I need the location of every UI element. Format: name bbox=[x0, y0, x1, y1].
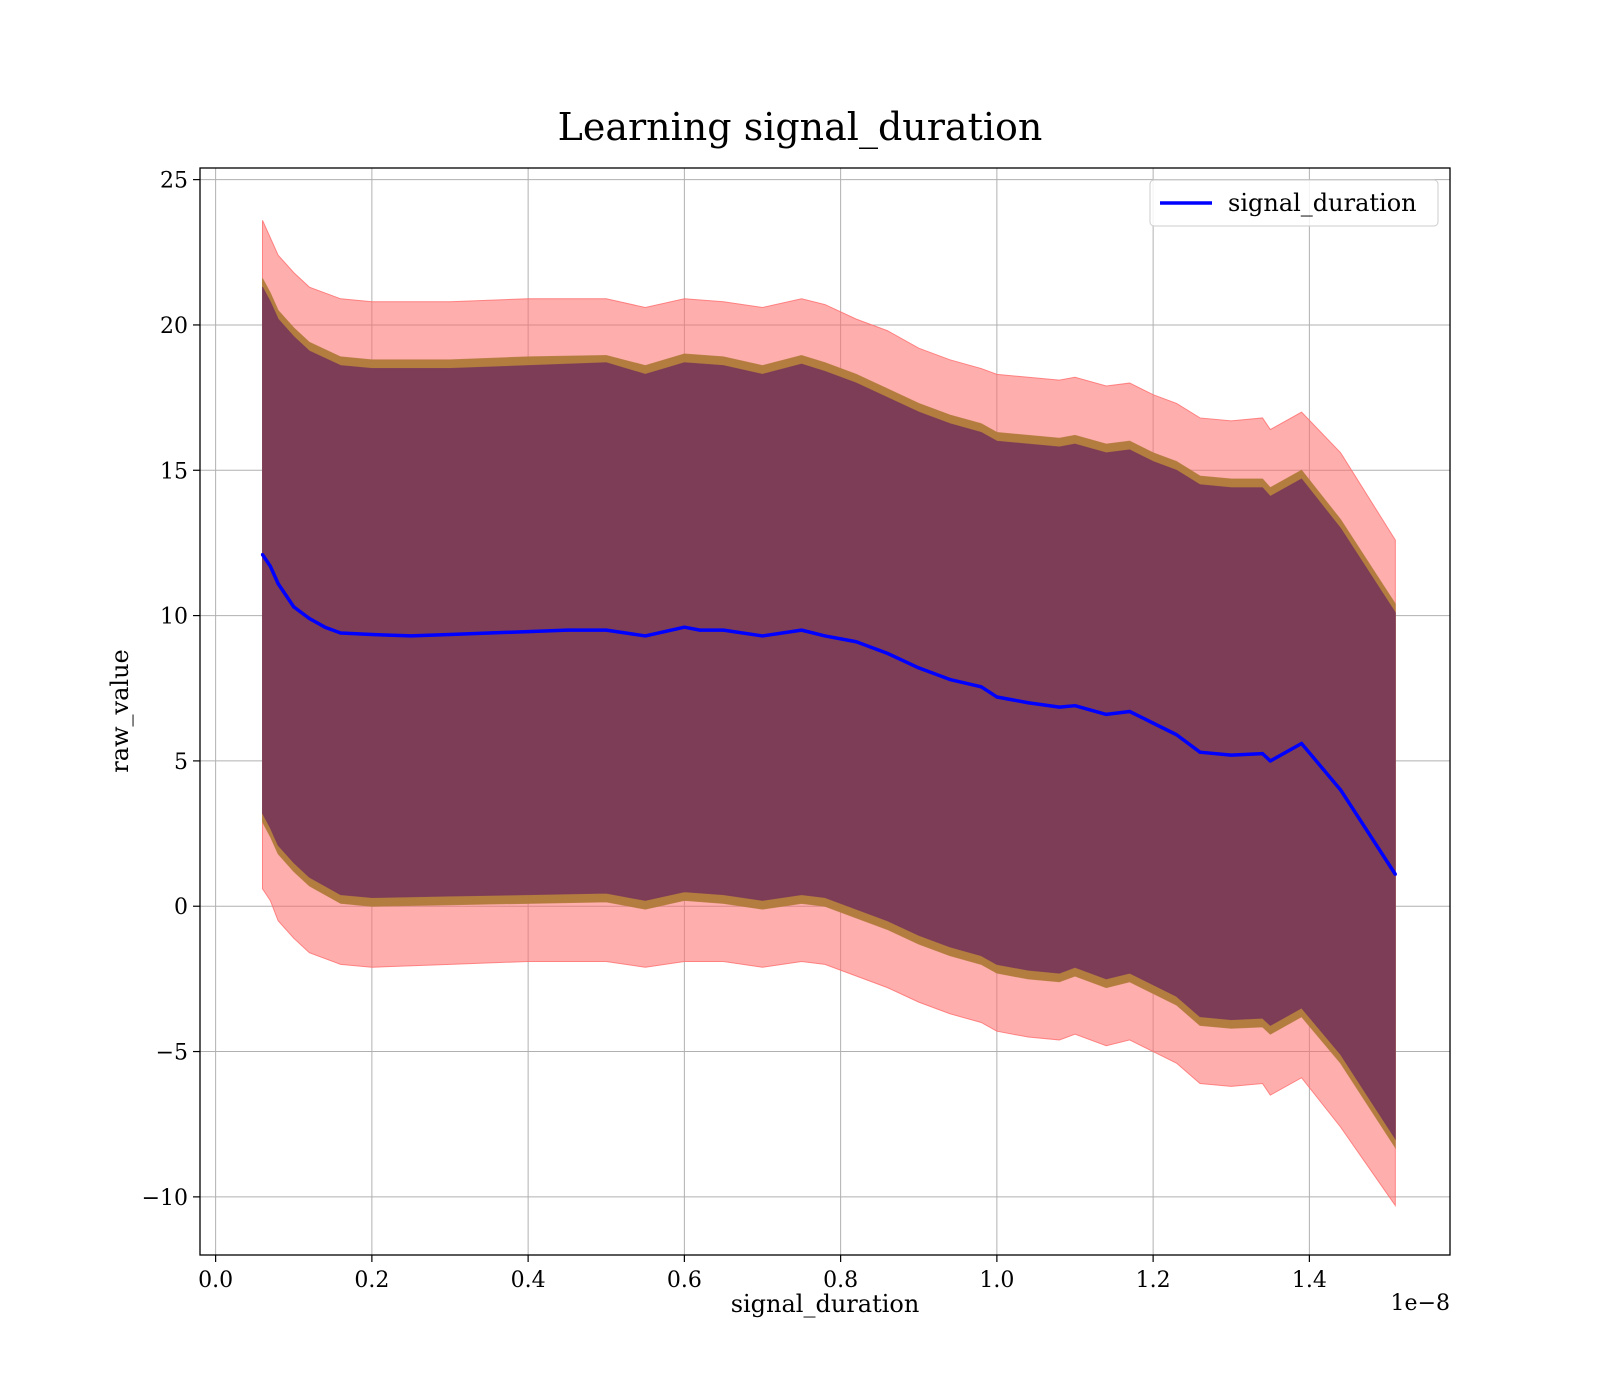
series-point bbox=[1268, 759, 1272, 763]
x-tick-label: 0.6 bbox=[667, 1268, 702, 1293]
series-point bbox=[979, 685, 983, 689]
confidence-band-inner bbox=[262, 286, 1396, 1141]
series-point bbox=[1229, 753, 1233, 757]
series-point bbox=[682, 625, 686, 629]
series-point bbox=[1104, 712, 1108, 717]
series-point bbox=[1026, 701, 1030, 705]
y-axis-label: raw_value bbox=[106, 649, 134, 773]
x-tick-label: 1.4 bbox=[1292, 1268, 1327, 1293]
y-tick-label: 5 bbox=[174, 750, 188, 775]
x-axis-ticks: 0.0 0.2 0.4 0.6 0.8 1.0 1.2 1.4 bbox=[198, 1255, 1327, 1293]
series-point bbox=[565, 628, 569, 632]
series-point bbox=[604, 628, 608, 632]
legend-box bbox=[1149, 179, 1439, 227]
x-tick-label: 0.4 bbox=[511, 1268, 546, 1293]
series-point bbox=[948, 677, 952, 682]
x-tick-label: 1.0 bbox=[979, 1268, 1014, 1293]
legend: signal_duration bbox=[1149, 179, 1439, 227]
x-tick-label: 0.2 bbox=[354, 1268, 389, 1293]
chart-title: Learning signal_duration bbox=[558, 105, 1043, 150]
series-point bbox=[409, 634, 413, 638]
y-axis-ticks: −10 −5 0 5 10 15 20 25 bbox=[142, 169, 200, 1211]
y-tick-label: −10 bbox=[142, 1186, 188, 1211]
series-point bbox=[284, 593, 288, 597]
series-point bbox=[276, 582, 280, 586]
series-point bbox=[799, 628, 804, 632]
series-point bbox=[1151, 721, 1155, 725]
y-tick-label: −5 bbox=[156, 1041, 188, 1066]
y-tick-label: 0 bbox=[174, 895, 188, 920]
x-axis-offset-label: 1e−8 bbox=[1391, 1291, 1450, 1316]
series-point bbox=[448, 632, 452, 637]
series-point bbox=[1393, 872, 1397, 876]
series-point bbox=[854, 640, 858, 644]
series-point bbox=[995, 695, 999, 699]
plot-frame bbox=[199, 167, 1451, 1256]
series-point bbox=[260, 552, 265, 557]
series-point bbox=[1128, 709, 1132, 714]
series-point bbox=[292, 605, 296, 609]
series-point bbox=[487, 631, 491, 635]
lines bbox=[260, 552, 1397, 876]
series-point bbox=[823, 634, 827, 638]
series-point bbox=[917, 666, 921, 670]
x-tick-label: 0.8 bbox=[823, 1268, 858, 1293]
series-point bbox=[268, 564, 272, 568]
x-axis-label: signal_duration bbox=[731, 1290, 920, 1318]
series-point bbox=[1057, 705, 1061, 709]
series-point bbox=[526, 629, 530, 634]
series-point bbox=[323, 625, 327, 629]
y-tick-label: 10 bbox=[160, 605, 188, 630]
series-point bbox=[721, 628, 726, 632]
series-point bbox=[760, 634, 765, 638]
series-point bbox=[307, 616, 311, 621]
legend-label-signal-duration: signal_duration bbox=[1228, 189, 1417, 217]
series-point bbox=[1198, 750, 1202, 754]
series-point bbox=[1260, 752, 1265, 756]
series-line-signal-duration bbox=[261, 553, 1397, 876]
x-tick-label: 1.2 bbox=[1136, 1268, 1171, 1293]
series-point bbox=[885, 651, 890, 655]
series-point bbox=[1174, 733, 1179, 737]
series-point bbox=[643, 634, 647, 638]
series-point bbox=[370, 632, 374, 637]
series-point bbox=[339, 631, 343, 635]
series-point bbox=[1339, 788, 1343, 792]
series-point bbox=[1073, 704, 1077, 708]
x-tick-label: 0.0 bbox=[198, 1268, 233, 1293]
series-point bbox=[1299, 741, 1304, 746]
bands bbox=[262, 220, 1396, 1208]
y-tick-label: 25 bbox=[160, 169, 188, 194]
y-tick-label: 15 bbox=[160, 459, 188, 484]
y-tick-label: 20 bbox=[160, 314, 188, 339]
series-point bbox=[698, 628, 702, 632]
